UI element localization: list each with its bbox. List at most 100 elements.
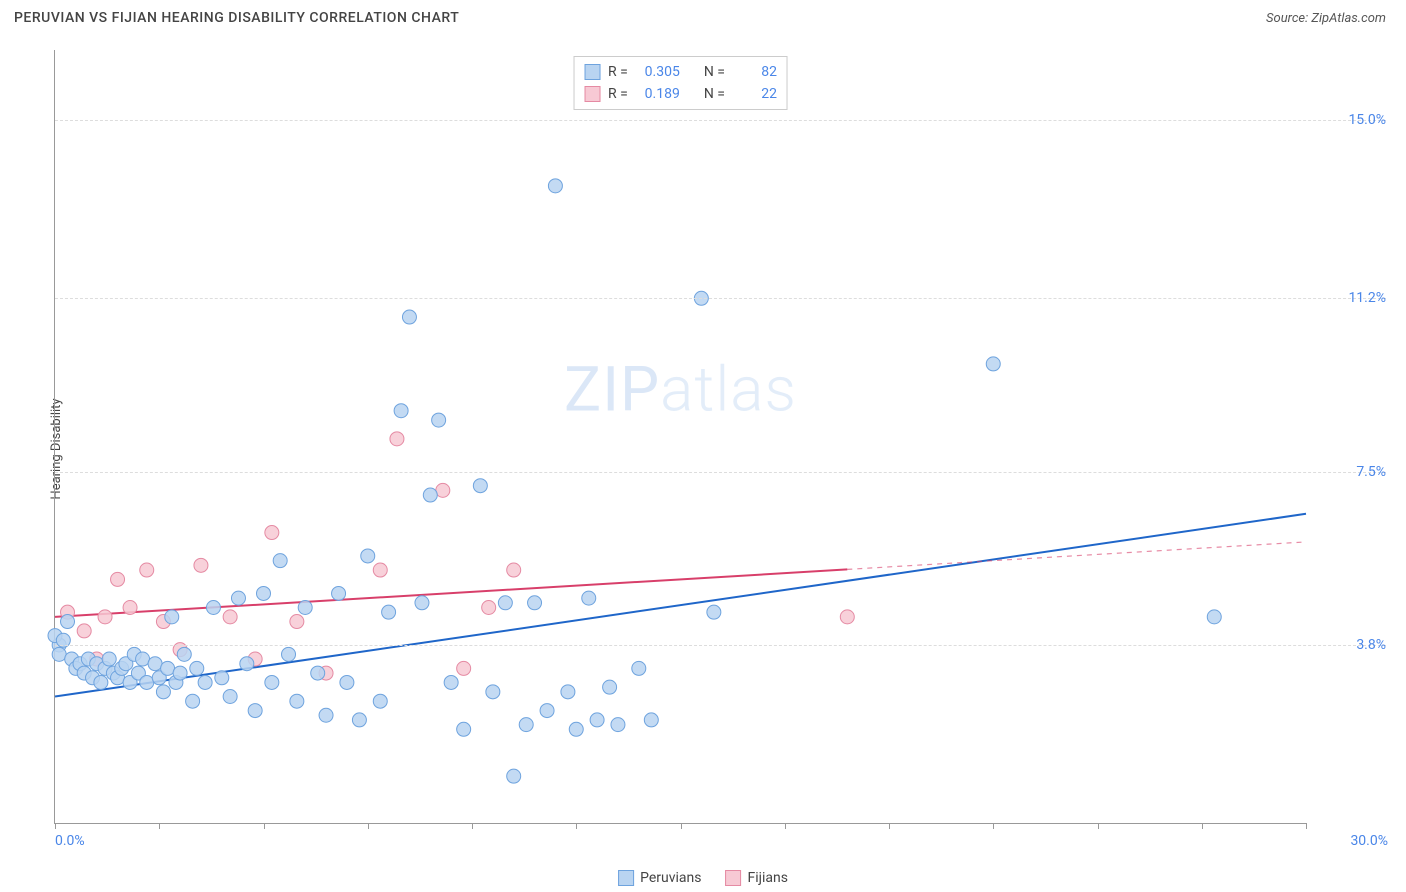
data-point	[94, 675, 108, 689]
data-point	[644, 713, 658, 727]
stats-row: R =0.189N =22	[584, 83, 777, 105]
source-label: Source: ZipAtlas.com	[1266, 11, 1386, 26]
data-point	[498, 596, 512, 610]
data-point	[569, 722, 583, 736]
data-point	[223, 690, 237, 704]
data-point	[986, 357, 1000, 371]
data-point	[156, 685, 170, 699]
data-point	[123, 600, 137, 614]
chart-title: PERUVIAN VS FIJIAN HEARING DISABILITY CO…	[14, 10, 459, 26]
data-point	[265, 675, 279, 689]
data-point	[173, 666, 187, 680]
y-tick-label: 7.5%	[1312, 464, 1386, 480]
plot-svg	[55, 50, 1306, 823]
x-tick	[159, 823, 160, 829]
data-point	[319, 708, 333, 722]
data-point	[248, 704, 262, 718]
data-point	[528, 596, 542, 610]
data-point	[707, 605, 721, 619]
data-point	[519, 718, 533, 732]
data-point	[590, 713, 604, 727]
data-point	[332, 586, 346, 600]
stats-box: R =0.305N =82R =0.189N =22	[573, 56, 788, 110]
data-point	[165, 610, 179, 624]
x-tick	[1306, 823, 1307, 829]
gridline	[55, 472, 1386, 473]
gridline	[55, 645, 1386, 646]
data-point	[432, 413, 446, 427]
data-point	[394, 404, 408, 418]
x-tick	[993, 823, 994, 829]
data-point	[382, 605, 396, 619]
data-point	[611, 718, 625, 732]
data-point	[582, 591, 596, 605]
legend-label: Peruvians	[640, 870, 701, 886]
data-point	[290, 615, 304, 629]
stat-r-key: R =	[608, 61, 628, 83]
data-point	[840, 610, 854, 624]
data-point	[402, 310, 416, 324]
data-point	[77, 624, 91, 638]
data-point	[415, 596, 429, 610]
data-point	[231, 591, 245, 605]
data-point	[561, 685, 575, 699]
data-point	[444, 675, 458, 689]
data-point	[215, 671, 229, 685]
data-point	[140, 563, 154, 577]
stat-r-key: R =	[608, 83, 628, 105]
data-point	[361, 549, 375, 563]
data-point	[632, 661, 646, 675]
data-point	[436, 483, 450, 497]
x-tick	[785, 823, 786, 829]
legend-swatch	[725, 870, 741, 886]
x-tick	[264, 823, 265, 829]
chart-area: Hearing Disability ZIPatlas R =0.305N =8…	[14, 44, 1392, 854]
data-point	[548, 179, 562, 193]
x-end-label: 30.0%	[1350, 833, 1388, 849]
data-point	[198, 675, 212, 689]
stat-r-value: 0.189	[636, 83, 680, 105]
x-tick	[368, 823, 369, 829]
data-point	[507, 769, 521, 783]
data-point	[186, 694, 200, 708]
data-point	[340, 675, 354, 689]
x-tick	[55, 823, 56, 829]
data-point	[473, 479, 487, 493]
legend-swatch	[618, 870, 634, 886]
stat-n-value: 82	[733, 61, 777, 83]
series-swatch	[584, 86, 600, 102]
series-swatch	[584, 64, 600, 80]
data-point	[52, 647, 66, 661]
data-point	[240, 657, 254, 671]
data-point	[265, 526, 279, 540]
legend-item: Peruvians	[618, 870, 701, 886]
data-point	[1207, 610, 1221, 624]
data-point	[352, 713, 366, 727]
y-tick-label: 11.2%	[1312, 290, 1386, 306]
data-point	[540, 704, 554, 718]
legend: PeruviansFijians	[618, 870, 788, 886]
data-point	[161, 661, 175, 675]
data-point	[282, 647, 296, 661]
stat-r-value: 0.305	[636, 61, 680, 83]
data-point	[223, 610, 237, 624]
data-point	[98, 610, 112, 624]
stat-n-key: N =	[704, 61, 725, 83]
gridline	[55, 298, 1386, 299]
plot-region: ZIPatlas R =0.305N =82R =0.189N =22 0.0%…	[54, 50, 1306, 824]
data-point	[298, 600, 312, 614]
x-tick	[576, 823, 577, 829]
y-tick-label: 15.0%	[1312, 112, 1386, 128]
data-point	[111, 572, 125, 586]
data-point	[102, 652, 116, 666]
x-tick	[681, 823, 682, 829]
data-point	[290, 694, 304, 708]
data-point	[140, 675, 154, 689]
data-point	[486, 685, 500, 699]
x-tick	[889, 823, 890, 829]
data-point	[177, 647, 191, 661]
stat-n-value: 22	[733, 83, 777, 105]
regression-line-extrapolated	[847, 542, 1306, 569]
y-tick-label: 3.8%	[1312, 637, 1386, 653]
x-tick	[472, 823, 473, 829]
